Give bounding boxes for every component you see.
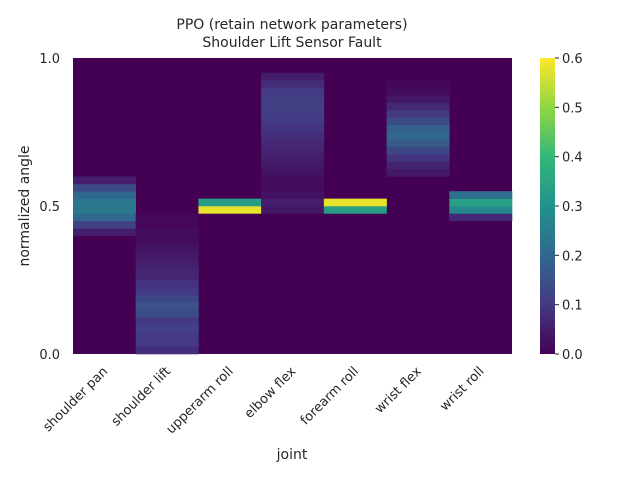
chart-title: PPO (retain network parameters) bbox=[176, 17, 407, 33]
heatmap-cell bbox=[135, 213, 199, 222]
heatmap-cell bbox=[135, 220, 199, 229]
heatmap-cell bbox=[135, 228, 199, 236]
colorbar-tick-label: 0.2 bbox=[562, 249, 583, 264]
x-tick-label: wrist flex bbox=[372, 364, 425, 417]
heatmap-cell bbox=[261, 161, 325, 170]
x-tick-label: shoulder lift bbox=[109, 364, 174, 429]
y-tick-label: 0.5 bbox=[39, 200, 60, 215]
heatmap-cell bbox=[261, 146, 325, 155]
heatmap-cell bbox=[386, 161, 450, 170]
heatmap-cell bbox=[135, 280, 199, 288]
colorbar-tick-label: 0.1 bbox=[562, 299, 583, 314]
heatmap-cell bbox=[261, 72, 325, 81]
colorbar-ticks: 0.0 0.1 0.2 0.3 0.4 0.5 0.6 bbox=[555, 52, 583, 363]
heatmap-cell bbox=[198, 206, 262, 214]
colorbar bbox=[540, 58, 555, 354]
y-tick-label: 1.0 bbox=[39, 52, 60, 67]
heatmap-cell bbox=[261, 169, 325, 177]
heatmap-cell bbox=[386, 80, 450, 88]
x-tick-label: wrist roll bbox=[437, 364, 487, 414]
y-axis-label: normalized angle bbox=[17, 145, 33, 266]
y-tick-label: 0.0 bbox=[39, 348, 60, 363]
heatmap-cell bbox=[386, 117, 450, 125]
y-axis-ticks: 0.0 0.5 1.0 bbox=[39, 52, 60, 363]
heatmap-cell bbox=[135, 331, 199, 340]
heatmap-cell bbox=[449, 213, 513, 222]
heatmap-cell bbox=[135, 317, 199, 325]
heatmap-cell bbox=[135, 250, 199, 259]
heatmap-cell bbox=[135, 243, 199, 251]
heatmap-cell bbox=[386, 139, 450, 148]
heatmap-cell bbox=[261, 109, 325, 118]
heatmap-cell bbox=[261, 139, 325, 148]
heatmap-cell bbox=[261, 124, 325, 133]
heatmap-cell bbox=[386, 109, 450, 118]
heatmap-cell bbox=[386, 102, 450, 111]
heatmap-cell bbox=[135, 287, 199, 296]
heatmap-cell bbox=[323, 198, 387, 207]
heatmap-cell bbox=[135, 309, 199, 318]
x-tick-label: shoulder pan bbox=[40, 364, 111, 435]
heatmap-cell bbox=[261, 95, 325, 103]
heatmap-cell bbox=[261, 198, 325, 207]
heatmap-cell bbox=[386, 154, 450, 162]
heatmap-cell bbox=[135, 346, 199, 355]
heatmap-cell bbox=[261, 117, 325, 125]
heatmap-cell bbox=[386, 146, 450, 155]
heatmap-cell bbox=[73, 206, 137, 214]
colorbar-tick-label: 0.5 bbox=[562, 101, 583, 116]
heatmap-cell bbox=[386, 132, 450, 140]
colorbar-tick-label: 0.0 bbox=[562, 348, 583, 363]
heatmap-cell bbox=[135, 324, 199, 333]
colorbar-tick-label: 0.4 bbox=[562, 151, 583, 166]
heatmap-cell bbox=[73, 191, 137, 199]
heatmap-cell bbox=[261, 191, 325, 199]
heatmap-cell bbox=[73, 213, 137, 222]
heatmap-cell bbox=[449, 206, 513, 214]
heatmap-cell bbox=[135, 265, 199, 273]
heatmap-cell bbox=[73, 183, 137, 192]
heatmap-cell bbox=[386, 95, 450, 103]
plot-area bbox=[73, 58, 513, 355]
heatmap-cell bbox=[73, 198, 137, 207]
x-tick-label: forearm roll bbox=[298, 364, 362, 428]
heatmap-cell bbox=[135, 294, 199, 303]
heatmap-cell bbox=[261, 154, 325, 162]
heatmap-cell bbox=[261, 102, 325, 111]
heatmap-cell bbox=[135, 302, 199, 310]
heatmap-cell bbox=[386, 87, 450, 96]
heatmap-cell bbox=[135, 339, 199, 347]
heatmap-cell bbox=[261, 80, 325, 88]
heatmap-cell bbox=[386, 169, 450, 177]
x-tick-label: elbow flex bbox=[242, 364, 300, 422]
heatmap-cell bbox=[73, 228, 137, 236]
x-axis-label: joint bbox=[276, 447, 308, 463]
heatmap-cell bbox=[73, 176, 137, 185]
heatmap-cell bbox=[135, 257, 199, 266]
heatmap-cell bbox=[261, 132, 325, 140]
heatmap-cell bbox=[198, 198, 262, 207]
heatmap-cell bbox=[135, 235, 199, 244]
heatmap-cell bbox=[261, 206, 325, 214]
heatmap-cell bbox=[261, 183, 325, 192]
colorbar-tick-label: 0.6 bbox=[562, 52, 583, 67]
heatmap-cell bbox=[261, 87, 325, 96]
heatmap-cell bbox=[323, 206, 387, 214]
colorbar-tick-label: 0.3 bbox=[562, 200, 583, 215]
heatmap-cell bbox=[73, 220, 137, 229]
chart-subtitle: Shoulder Lift Sensor Fault bbox=[202, 35, 382, 51]
x-tick-label: upperarm roll bbox=[164, 364, 237, 437]
heatmap-cell bbox=[261, 176, 325, 185]
heatmap-cell bbox=[386, 124, 450, 133]
heatmap-cell bbox=[449, 198, 513, 207]
heatmap-cell bbox=[449, 191, 513, 199]
heatmap-cell bbox=[135, 272, 199, 281]
